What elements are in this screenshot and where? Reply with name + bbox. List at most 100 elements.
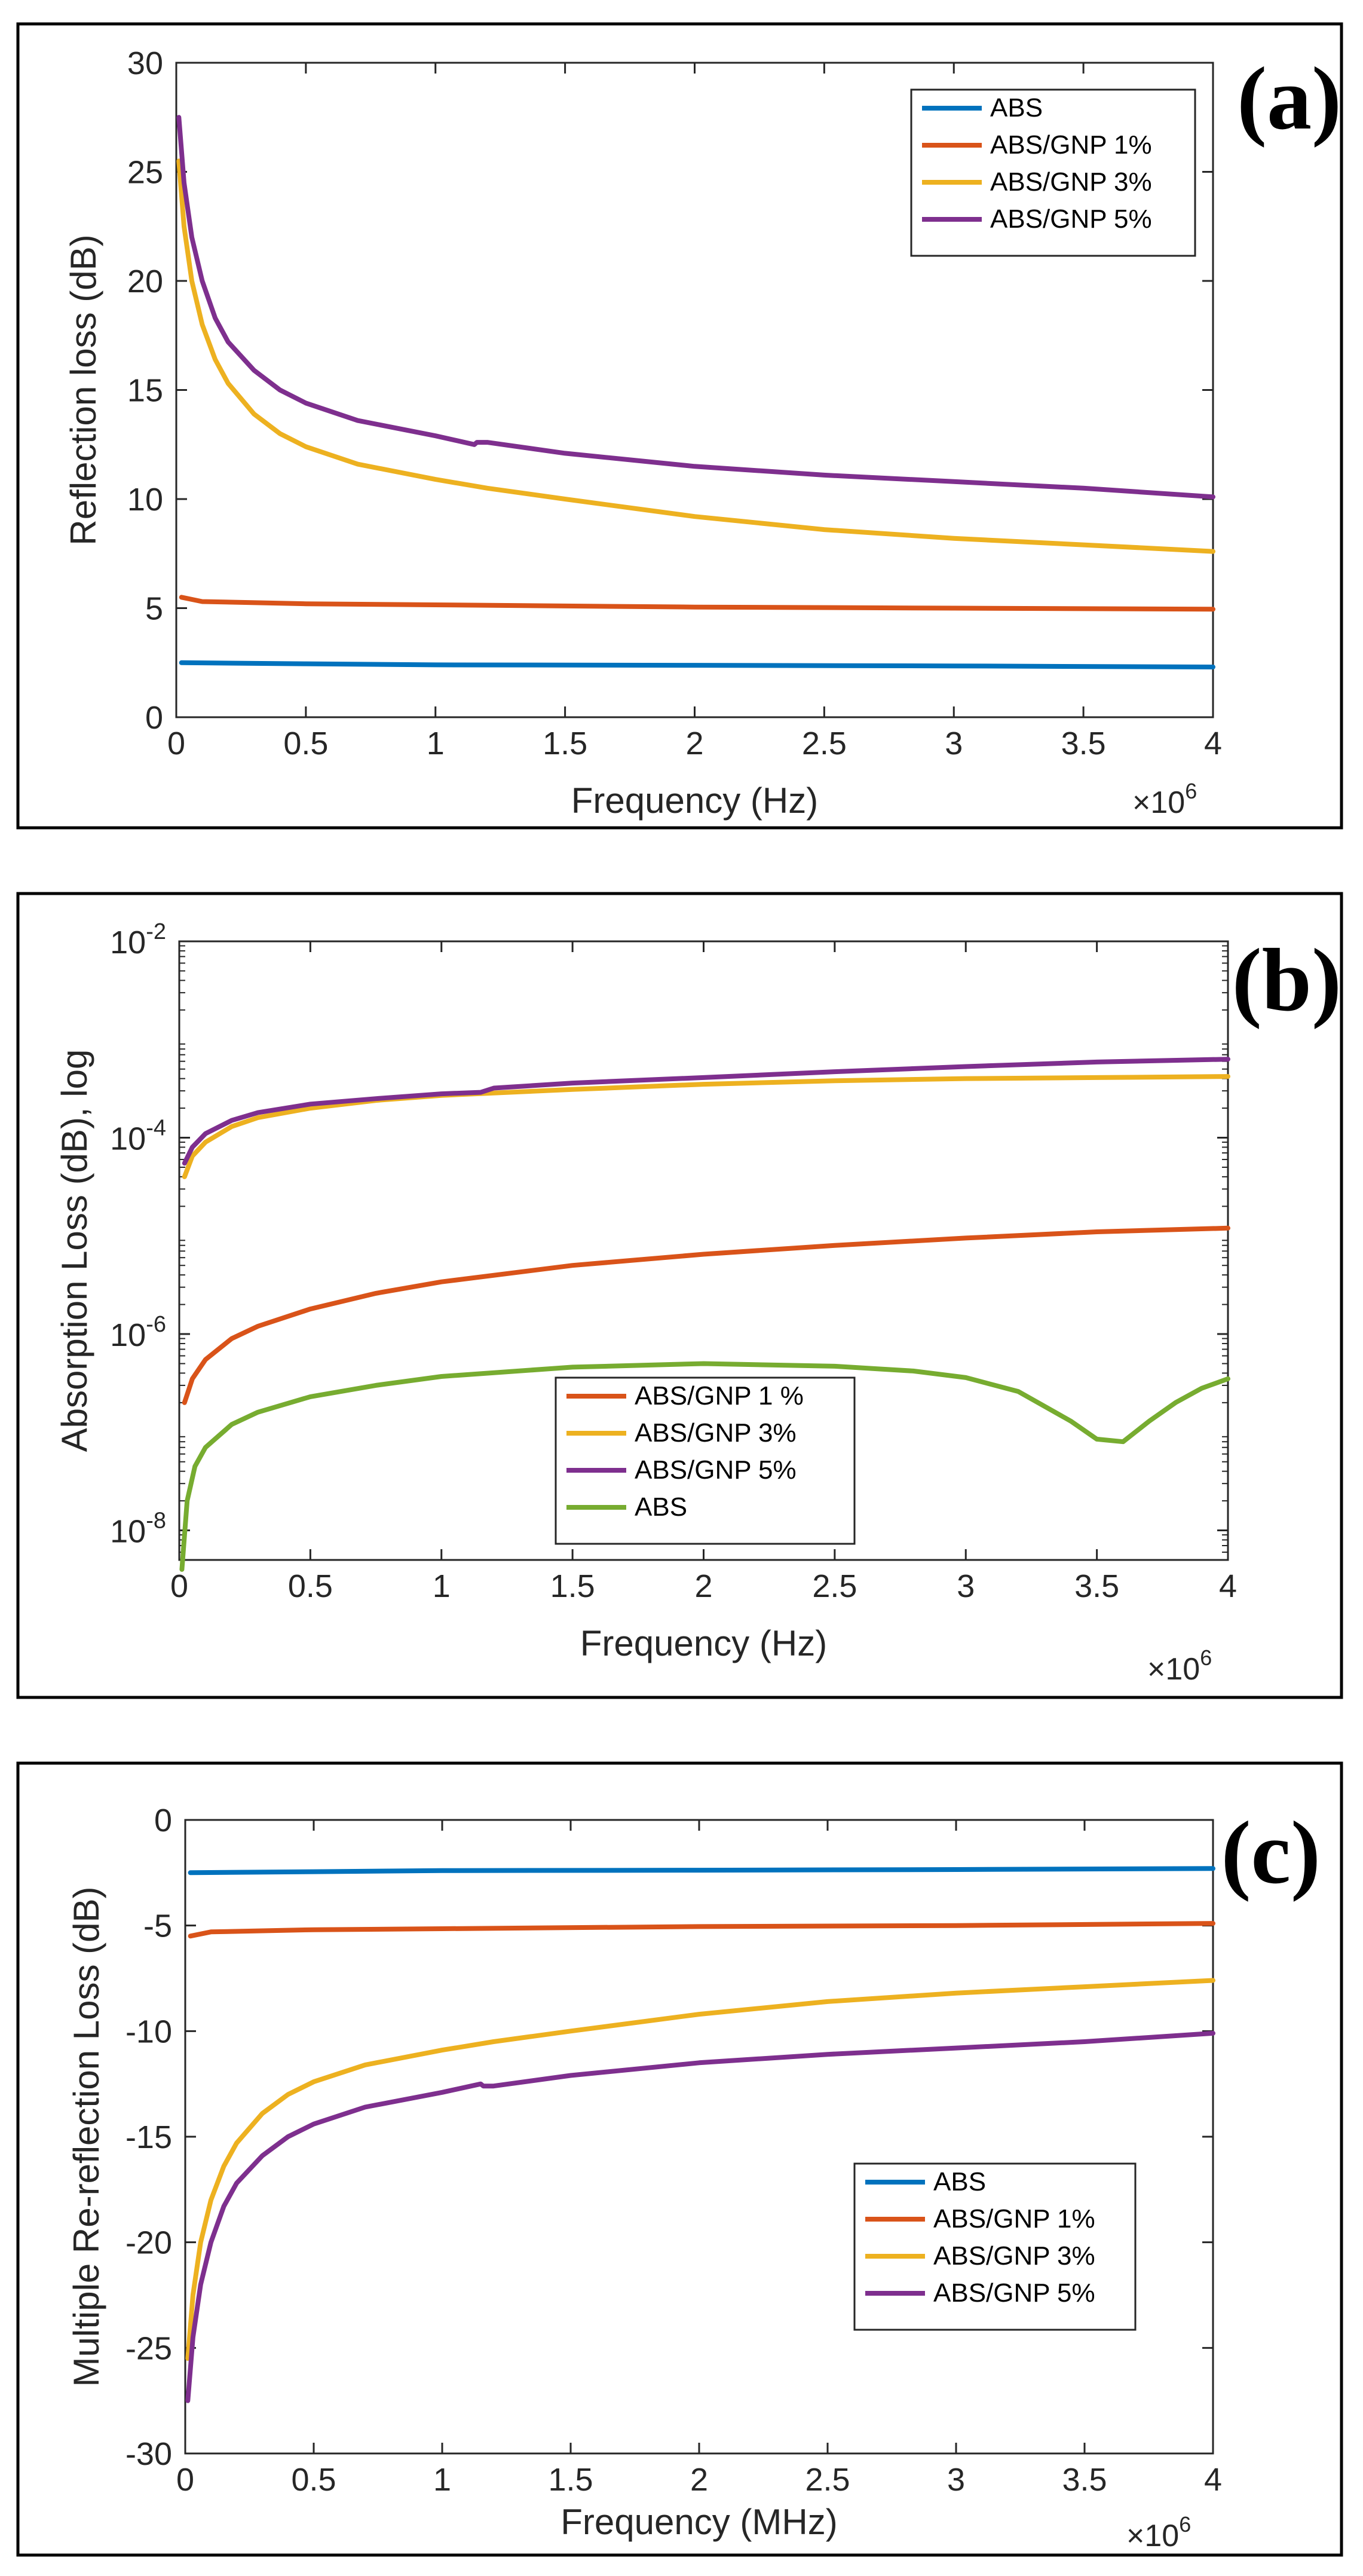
y-tick-label-a: 30 [127, 45, 163, 81]
x-tick-label-a: 4 [1204, 726, 1222, 761]
series-line-a-0 [179, 660, 1215, 669]
y-tick-label-a: 5 [145, 591, 163, 627]
legend-label-c-3: ABS/GNP 5% [933, 2278, 1095, 2308]
x-tick-label-c: 0.5 [291, 2462, 336, 2498]
x-tick-label-c: 4 [1204, 2462, 1222, 2498]
legend-label-b-2: ABS/GNP 5% [635, 1455, 797, 1485]
x-multiplier-base-b: ×10 [1147, 1652, 1200, 1687]
x-tick-label-c: 2.5 [805, 2462, 850, 2498]
chart-panel-c: 0 0.5 1 1.5 2 2.5 3 3.5 4 -30 -25 -20 -15 -10 -5 0 Frequ… [66, 1803, 1321, 2553]
x-tick-label-c: 0 [176, 2462, 194, 2498]
x-tick-label-a: 0.5 [283, 726, 328, 761]
x-tick-label-b: 2.5 [812, 1568, 857, 1604]
legend-label-a-3: ABS/GNP 5% [990, 204, 1152, 234]
chart-panel-b: 0 0.5 1 1.5 2 2.5 3 3.5 410-810-610-410-2Frequen… [54, 919, 1341, 1687]
x-tick-label-c: 3.5 [1062, 2462, 1107, 2498]
x-tick-label-a: 0 [167, 726, 185, 761]
series-line-c-3 [185, 2030, 1215, 2403]
chart-panel-a: 0 0.5 1 1.5 2 2.5 3 3.5 4 0 5 10 15 20 25 30 Frequency (… [63, 45, 1341, 821]
x-tick-label-b: 3.5 [1074, 1568, 1119, 1604]
x-tick-label-b: 3 [957, 1568, 975, 1604]
x-multiplier-base-a: ×10 [1132, 785, 1185, 820]
x-tick-label-c: 3 [947, 2462, 965, 2498]
y-tick-label-a: 0 [145, 700, 163, 736]
x-multiplier-exp-b: 6 [1200, 1645, 1212, 1670]
legend-label-b-0: ABS/GNP 1 % [635, 1381, 804, 1411]
series-line-c-2 [185, 1978, 1215, 2361]
series-line-c-1 [188, 1921, 1215, 1939]
x-tick-label-a: 3.5 [1061, 726, 1106, 761]
x-tick-label-b: 0.5 [288, 1568, 333, 1604]
x-tick-label-a: 1.5 [543, 726, 587, 761]
x-tick-label-b: 0 [170, 1568, 188, 1604]
y-tick-exp-b: -2 [146, 919, 166, 944]
series-line-c-0 [188, 1866, 1215, 1876]
x-tick-label-b: 4 [1219, 1568, 1237, 1604]
y-tick-label-c: -25 [125, 2330, 172, 2366]
y-tick-label-a: 25 [127, 155, 163, 191]
series-line-a-1 [179, 595, 1215, 612]
y-tick-label-c: -10 [125, 2014, 172, 2049]
y-axis-label-b: Absorption Loss (dB), log [54, 1050, 94, 1452]
legend-box-a [910, 88, 1196, 257]
panel-label-b: (b) [1232, 931, 1341, 1030]
y-tick-label-a: 20 [127, 264, 163, 299]
y-tick-label-b: 10-2 [110, 919, 166, 960]
panel-label-c: (c) [1221, 1803, 1321, 1902]
y-tick-exp-b: -8 [146, 1509, 166, 1534]
x-tick-label-c: 1 [433, 2462, 451, 2498]
x-tick-label-b: 1.5 [550, 1568, 595, 1604]
plot-area-c [184, 1819, 1214, 2455]
x-axis-label-c: Frequency (MHz) [560, 2502, 837, 2542]
legend-label-c-0: ABS [933, 2167, 986, 2196]
legend-label-b-3: ABS [635, 1492, 687, 1522]
legend-label-a-0: ABS [990, 93, 1043, 123]
y-tick-label-b: 10-8 [110, 1509, 166, 1550]
x-tick-label-a: 1 [427, 726, 445, 761]
y-axis-label-c: Multiple Re-reflection Loss (dB) [66, 1887, 106, 2387]
legend-label-b-1: ABS/GNP 3% [635, 1418, 797, 1448]
y-tick-base-b: 10 [110, 1121, 146, 1157]
x-tick-label-b: 2 [694, 1568, 712, 1604]
y-tick-label-c: -30 [125, 2436, 172, 2472]
legend-label-c-1: ABS/GNP 1% [933, 2204, 1095, 2234]
y-tick-exp-b: -4 [146, 1116, 166, 1141]
legend-box-b [555, 1376, 856, 1545]
x-axis-label-a: Frequency (Hz) [571, 781, 818, 821]
x-multiplier-exp-a: 6 [1185, 779, 1197, 803]
y-tick-label-c: 0 [154, 1803, 172, 1838]
y-tick-label-c: -5 [143, 1908, 172, 1944]
series-line-a-2 [176, 158, 1215, 554]
series-line-b-2 [182, 1057, 1230, 1166]
legend-label-c-2: ABS/GNP 3% [933, 2241, 1095, 2271]
legend-box-c [853, 2162, 1137, 2331]
x-tick-label-a: 2 [685, 726, 703, 761]
series-line-b-0 [182, 1225, 1230, 1405]
x-tick-label-c: 1.5 [548, 2462, 593, 2498]
x-tick-label-a: 2.5 [802, 726, 847, 761]
y-axis-label-a: Reflection loss (dB) [63, 234, 103, 545]
legend-label-a-2: ABS/GNP 3% [990, 167, 1152, 197]
legend-label-a-1: ABS/GNP 1% [990, 130, 1152, 160]
x-tick-label-a: 3 [945, 726, 963, 761]
series-line-a-3 [176, 115, 1215, 500]
y-tick-label-c: -20 [125, 2225, 172, 2261]
y-tick-label-a: 10 [127, 482, 163, 518]
x-multiplier-b: ×106 [1147, 1645, 1212, 1687]
y-tick-base-b: 10 [110, 1514, 146, 1550]
y-tick-label-b: 10-6 [110, 1312, 166, 1353]
y-tick-label-b: 10-4 [110, 1116, 166, 1157]
panel-label-a: (a) [1237, 49, 1341, 148]
x-multiplier-exp-c: 6 [1179, 2512, 1191, 2537]
x-multiplier-c: ×106 [1126, 2512, 1191, 2553]
x-multiplier-a: ×106 [1132, 779, 1197, 820]
y-tick-base-b: 10 [110, 1317, 146, 1353]
x-multiplier-base-c: ×10 [1126, 2519, 1179, 2553]
x-tick-label-b: 1 [433, 1568, 451, 1604]
x-axis-label-b: Frequency (Hz) [580, 1623, 827, 1663]
y-tick-label-a: 15 [127, 373, 163, 409]
series-line-b-3 [179, 1361, 1230, 1572]
x-tick-label-c: 2 [690, 2462, 708, 2498]
y-tick-label-c: -15 [125, 2119, 172, 2155]
